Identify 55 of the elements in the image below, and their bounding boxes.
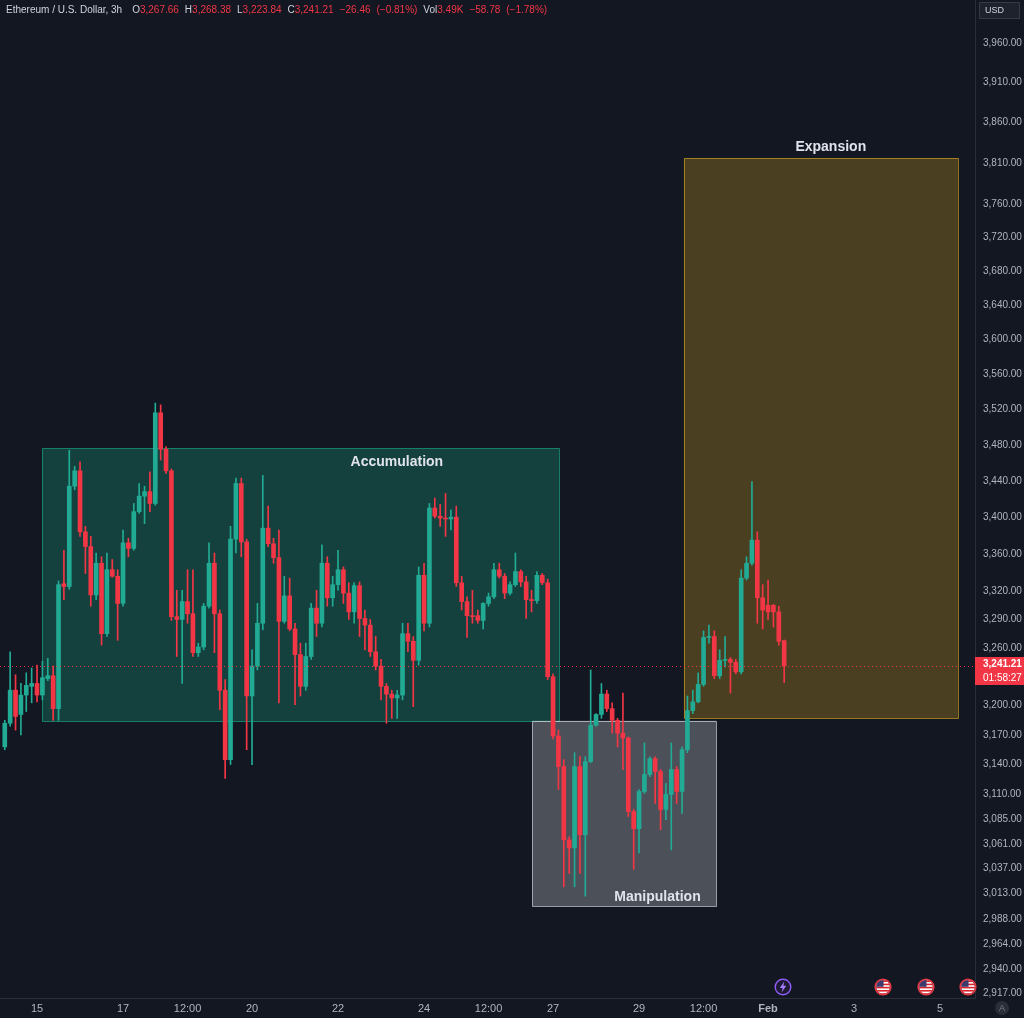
x-tick-label: 17 — [116, 1001, 130, 1014]
y-tick-label: 3,140.00 — [983, 758, 1023, 770]
text: 01:58:27 — [983, 671, 1023, 683]
y-tick-label: 3,061.00 — [983, 837, 1023, 849]
candlestick — [61, 549, 67, 600]
y-axis-title: USD — [985, 5, 1005, 16]
chart-title: Ethereum / U.S. Dollar, 3h — [6, 3, 123, 15]
x-tick-label: Feb — [758, 1001, 779, 1014]
x-tick-label: 12:00 — [173, 1001, 202, 1014]
text: A — [998, 1002, 1006, 1013]
x-tick-label: 22 — [331, 1001, 345, 1014]
y-tick-label: 3,200.00 — [983, 699, 1023, 711]
y-tick-label: 3,400.00 — [983, 510, 1023, 522]
x-tick-label: 12:00 — [689, 1001, 718, 1014]
y-tick-label: 3,760.00 — [983, 197, 1023, 209]
x-tick-label: 12:00 — [474, 1001, 503, 1014]
y-tick-label: 3,290.00 — [983, 613, 1023, 625]
x-tick-label: 3 — [851, 1001, 858, 1014]
x-tick-label: 15 — [30, 1001, 44, 1014]
y-tick-label: 3,640.00 — [983, 298, 1023, 310]
y-tick-label: 3,260.00 — [983, 641, 1023, 653]
y-tick-label: 3,860.00 — [983, 116, 1023, 128]
x-tick-label: 29 — [632, 1001, 646, 1014]
y-tick-label: 3,720.00 — [983, 231, 1023, 243]
y-tick-label: 3,520.00 — [983, 403, 1023, 415]
y-tick-label: 3,440.00 — [983, 474, 1023, 486]
y-tick-label: 2,917.00 — [983, 987, 1023, 999]
y-tick-label: 3,560.00 — [983, 367, 1023, 379]
y-tick-label: 3,960.00 — [983, 36, 1023, 48]
y-tick-label: 3,480.00 — [983, 438, 1023, 450]
candlestick — [668, 742, 674, 851]
y-tick-label: 3,013.00 — [983, 886, 1023, 898]
text: O3,267.66 H3,268.38 L3,223.84 C3,241.21 −26.46 (−0.81%) Vol3.49K −58.78 (−1.78%) — [132, 3, 548, 15]
y-tick-label: 3,680.00 — [983, 264, 1023, 276]
y-tick-label: 3,085.00 — [983, 813, 1023, 825]
x-tick-label: 24 — [417, 1001, 431, 1014]
y-tick-label: 3,110.00 — [983, 788, 1022, 800]
candlestick — [389, 689, 395, 719]
y-tick-label: 2,988.00 — [983, 912, 1023, 924]
y-tick-label: 3,360.00 — [983, 547, 1023, 559]
band-label: Accumulation — [350, 453, 444, 470]
x-tick-label: 27 — [546, 1001, 560, 1014]
y-tick-label: 3,037.00 — [983, 862, 1023, 874]
x-tick-label: 20 — [245, 1001, 259, 1014]
y-tick-label: 3,600.00 — [983, 333, 1023, 345]
y-tick-label: 3,810.00 — [983, 156, 1023, 168]
ref-line-label: 3,241.21 — [983, 657, 1023, 669]
y-tick-label: 3,910.00 — [983, 76, 1023, 88]
band-label: Manipulation — [614, 887, 701, 904]
x-tick-label: 5 — [937, 1001, 944, 1014]
y-tick-label: 2,964.00 — [983, 937, 1023, 949]
y-tick-label: 3,320.00 — [983, 584, 1023, 596]
band-label: Expansion — [795, 137, 867, 154]
y-tick-label: 3,170.00 — [983, 728, 1023, 740]
y-tick-label: 2,940.00 — [983, 963, 1023, 975]
